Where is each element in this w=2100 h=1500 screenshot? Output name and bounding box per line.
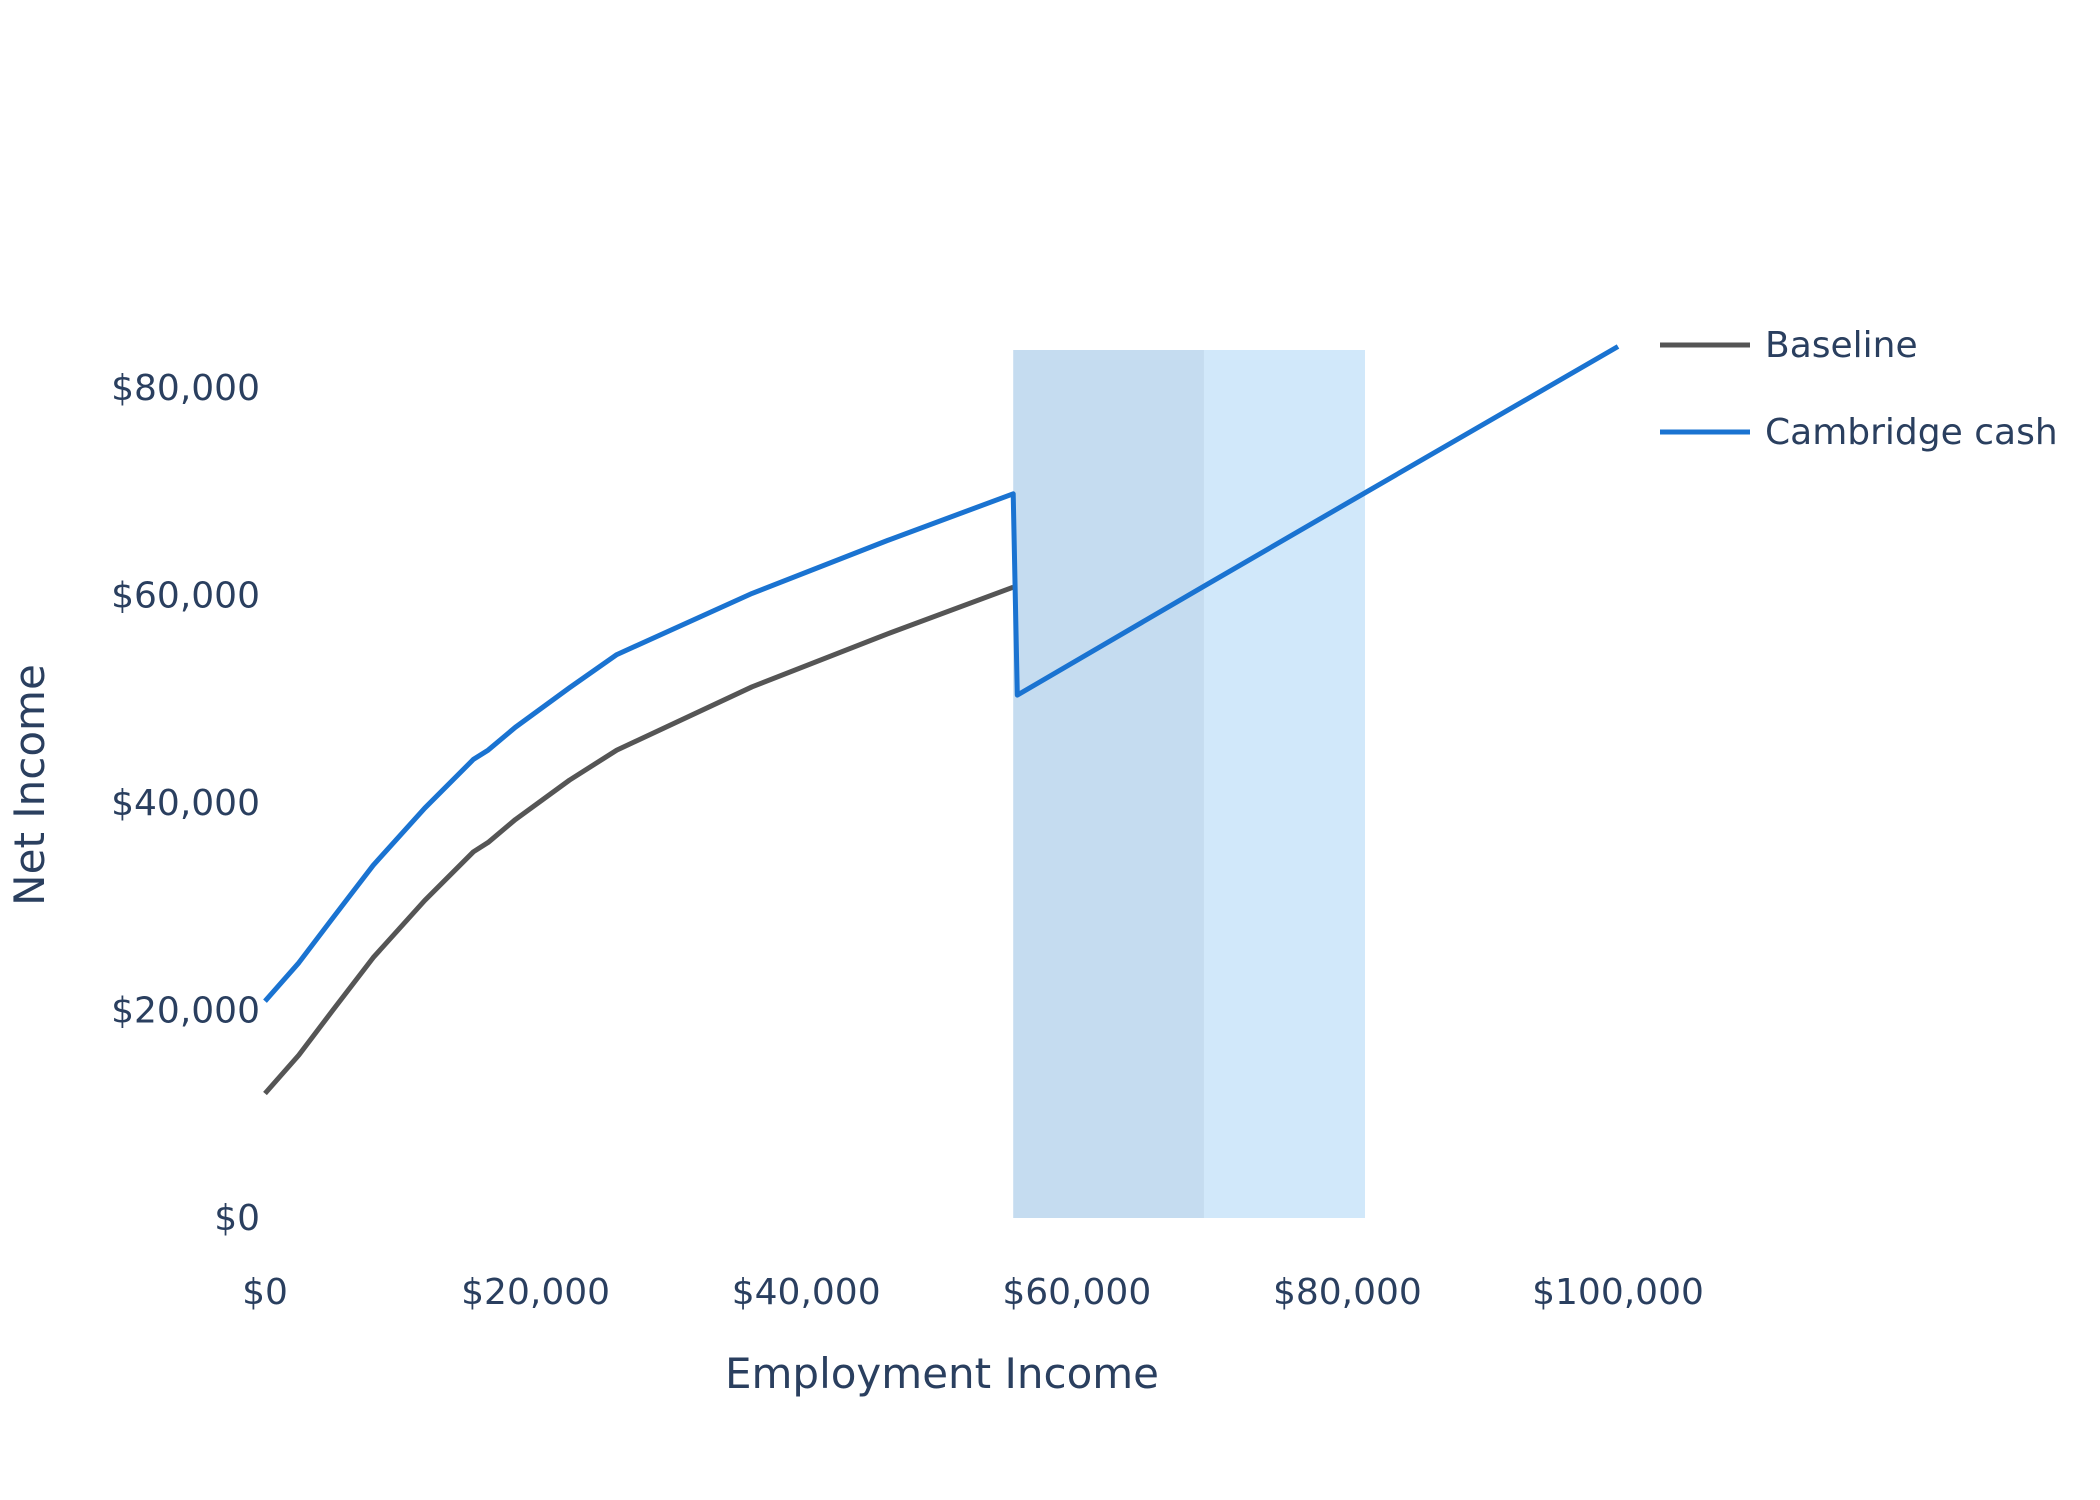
y-axis-title: Net Income <box>5 664 54 906</box>
series-line-baseline <box>263 584 1015 1096</box>
x-tick-label: $0 <box>242 1272 288 1313</box>
series-lines <box>263 344 1620 1096</box>
x-tick-label: $100,000 <box>1532 1272 1704 1313</box>
y-tick-label: $40,000 <box>111 783 260 824</box>
x-tick-label: $60,000 <box>1002 1272 1151 1313</box>
y-tick-label: $60,000 <box>111 576 260 617</box>
legend-label-baseline: Baseline <box>1765 325 1918 366</box>
x-tick-label: $40,000 <box>732 1272 881 1313</box>
x-tick-label: $80,000 <box>1273 1272 1422 1313</box>
legend-label-cambridge-cash: Cambridge cash <box>1765 412 2058 453</box>
legend: Baseline Cambridge cash <box>1660 325 2058 453</box>
y-tick-label: $80,000 <box>111 368 260 409</box>
x-tick-label: $20,000 <box>461 1272 610 1313</box>
y-axis-ticks: $0 $20,000 $40,000 $60,000 $80,000 <box>111 368 260 1239</box>
x-axis-title: Employment Income <box>725 1349 1159 1398</box>
series-line-cambridge-cash <box>263 344 1620 1003</box>
shaded-region-2 <box>1203 350 1365 1218</box>
shaded-regions <box>1013 350 1365 1218</box>
y-tick-label: $0 <box>214 1198 260 1239</box>
y-tick-label: $20,000 <box>111 991 260 1032</box>
x-axis-ticks: $0 $20,000 $40,000 $60,000 $80,000 $100,000 <box>242 1272 1704 1313</box>
shaded-region-1 <box>1013 350 1204 1218</box>
